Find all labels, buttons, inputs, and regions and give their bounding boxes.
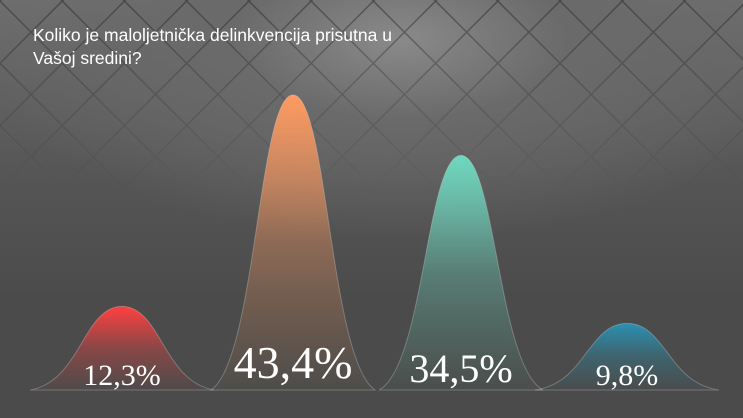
peak-4 xyxy=(534,322,720,391)
peak-2 xyxy=(209,94,377,391)
peak-1 xyxy=(29,305,215,391)
data-label: 34,5% xyxy=(409,346,512,391)
peak-3 xyxy=(378,154,544,391)
chart-title: Koliko je maloljetnička delinkvencija pr… xyxy=(33,25,392,68)
data-label: 43,4% xyxy=(234,337,353,388)
data-label: 12,3% xyxy=(83,359,161,392)
data-label: 9,8% xyxy=(596,359,659,392)
